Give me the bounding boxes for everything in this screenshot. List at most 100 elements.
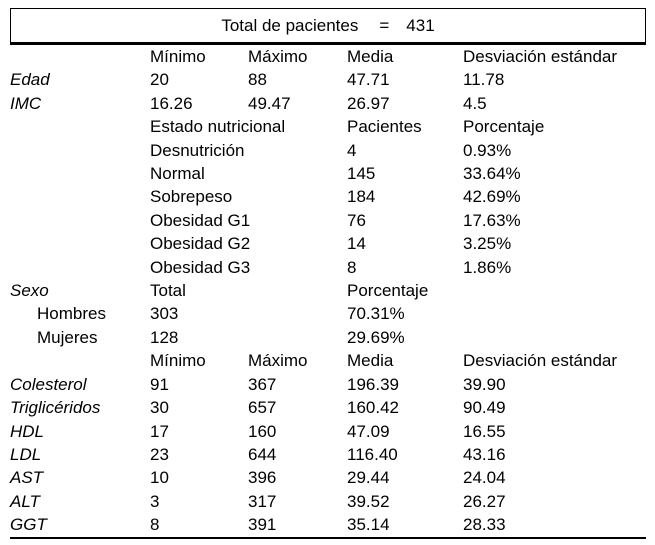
pacientes-value: 4	[347, 140, 357, 160]
sd-value: 28.33	[463, 515, 506, 535]
table-row-trigliceridos: Triglicéridos 30 657 160.42 90.49	[10, 396, 646, 419]
media-value: 196.39	[347, 374, 399, 394]
min-value: 17	[150, 421, 169, 441]
estado-value: Obesidad G3	[150, 257, 251, 277]
pacientes-value: 184	[347, 187, 376, 207]
row-label: Sexo	[10, 281, 49, 301]
empty-cell	[10, 256, 150, 279]
stats-table: Mínimo Máximo Media Desviación estándar …	[10, 45, 646, 539]
col-header-min: Mínimo	[150, 351, 206, 371]
stats-header-row: Mínimo Máximo Media Desviación estándar	[10, 349, 646, 372]
min-value: 23	[150, 444, 169, 464]
estado-value: Normal	[150, 164, 205, 184]
max-value: 317	[248, 491, 277, 511]
porcentaje-value: 0.93%	[463, 140, 512, 160]
max-value: 49.47	[248, 93, 291, 113]
row-label: AST	[10, 468, 44, 488]
min-value: 20	[150, 70, 169, 90]
porcentaje-value: 1.86%	[463, 257, 512, 277]
pacientes-value: 14	[347, 234, 366, 254]
media-value: 26.97	[347, 93, 390, 113]
table-row-ldl: LDL 23 644 116.40 43.16	[10, 443, 646, 466]
sd-value: 16.55	[463, 421, 506, 441]
max-value: 657	[248, 398, 277, 418]
porcentaje-value: 29.69%	[347, 327, 405, 347]
empty-cell	[10, 115, 150, 138]
row-label: ALT	[10, 491, 40, 511]
table-row-obesidad-g3: Obesidad G3 8 1.86%	[10, 256, 646, 279]
max-value: 367	[248, 374, 277, 394]
table-row-hdl: HDL 17 160 47.09 16.55	[10, 420, 646, 443]
col-header-sd: Desviación estándar	[463, 47, 618, 66]
empty-cell	[10, 185, 150, 208]
sd-value: 43.16	[463, 444, 506, 464]
table-row-hombres: Hombres 303 70.31%	[10, 302, 646, 325]
porcentaje-value: 70.31%	[347, 304, 405, 324]
total-patients-value: 431	[406, 15, 435, 35]
col-header-pacientes: Pacientes	[347, 117, 422, 137]
max-value: 644	[248, 444, 277, 464]
table-title-box: Total de pacientes = 431	[10, 8, 646, 45]
estado-value: Obesidad G1	[150, 210, 251, 230]
max-value: 88	[248, 70, 267, 90]
table-row-desnutricion: Desnutrición 4 0.93%	[10, 139, 646, 162]
min-value: 3	[150, 491, 160, 511]
estado-value: Desnutrición	[150, 140, 245, 160]
sd-value: 4.5	[463, 93, 487, 113]
col-header-max: Máximo	[248, 47, 308, 66]
sd-value: 39.90	[463, 374, 506, 394]
table-row-edad: Edad 20 88 47.71 11.78	[10, 68, 646, 91]
media-value: 116.40	[347, 444, 398, 464]
pacientes-value: 76	[347, 210, 366, 230]
total-value: 303	[150, 304, 179, 324]
table-row-obesidad-g1: Obesidad G1 76 17.63%	[10, 209, 646, 232]
equals-sign: =	[379, 15, 390, 35]
table-row-sobrepeso: Sobrepeso 184 42.69%	[10, 185, 646, 208]
empty-cell	[10, 349, 150, 372]
table-row-imc: IMC 16.26 49.47 26.97 4.5	[10, 92, 646, 115]
row-label: Hombres	[37, 304, 106, 324]
empty-cell	[10, 232, 150, 255]
min-value: 10	[150, 468, 169, 488]
row-label: Mujeres	[37, 327, 98, 347]
stats-header-row: Mínimo Máximo Media Desviación estándar	[10, 45, 646, 68]
porcentaje-value: 33.64%	[463, 164, 521, 184]
sd-value: 11.78	[463, 70, 505, 90]
min-value: 8	[150, 515, 160, 535]
col-header-porcentaje: Porcentaje	[347, 281, 429, 301]
max-value: 396	[248, 468, 277, 488]
row-label: Triglicéridos	[10, 398, 101, 418]
nutrition-header-row: Estado nutricional Pacientes Porcentaje	[10, 115, 646, 138]
min-value: 16.26	[150, 93, 193, 113]
row-label: Edad	[10, 70, 50, 90]
row-label: IMC	[10, 93, 42, 113]
empty-cell	[10, 45, 150, 68]
sd-value: 26.27	[463, 491, 506, 511]
table-row-mujeres: Mujeres 128 29.69%	[10, 326, 646, 349]
empty-cell	[10, 139, 150, 162]
sexo-header-row: Sexo Total Porcentaje	[10, 279, 646, 302]
estado-value: Obesidad G2	[150, 234, 251, 254]
table-title-label: Total de pacientes	[221, 15, 359, 35]
row-label: LDL	[10, 444, 42, 464]
min-value: 91	[150, 374, 169, 394]
pacientes-value: 8	[347, 257, 357, 277]
estado-value: Sobrepeso	[150, 187, 233, 207]
media-value: 29.44	[347, 468, 390, 488]
table-row-normal: Normal 145 33.64%	[10, 162, 646, 185]
col-header-media: Media	[347, 351, 394, 371]
empty-cell	[10, 162, 150, 185]
col-header-media: Media	[347, 47, 394, 66]
media-value: 39.52	[347, 491, 390, 511]
row-label: GGT	[10, 515, 47, 535]
media-value: 47.71	[347, 70, 390, 90]
porcentaje-value: 42.69%	[463, 187, 521, 207]
sd-value: 24.04	[463, 468, 506, 488]
max-value: 391	[248, 515, 277, 535]
col-header-porcentaje: Porcentaje	[463, 117, 545, 137]
total-value: 128	[150, 327, 179, 347]
min-value: 30	[150, 398, 169, 418]
porcentaje-value: 17.63%	[463, 210, 521, 230]
col-header-max: Máximo	[248, 351, 308, 371]
